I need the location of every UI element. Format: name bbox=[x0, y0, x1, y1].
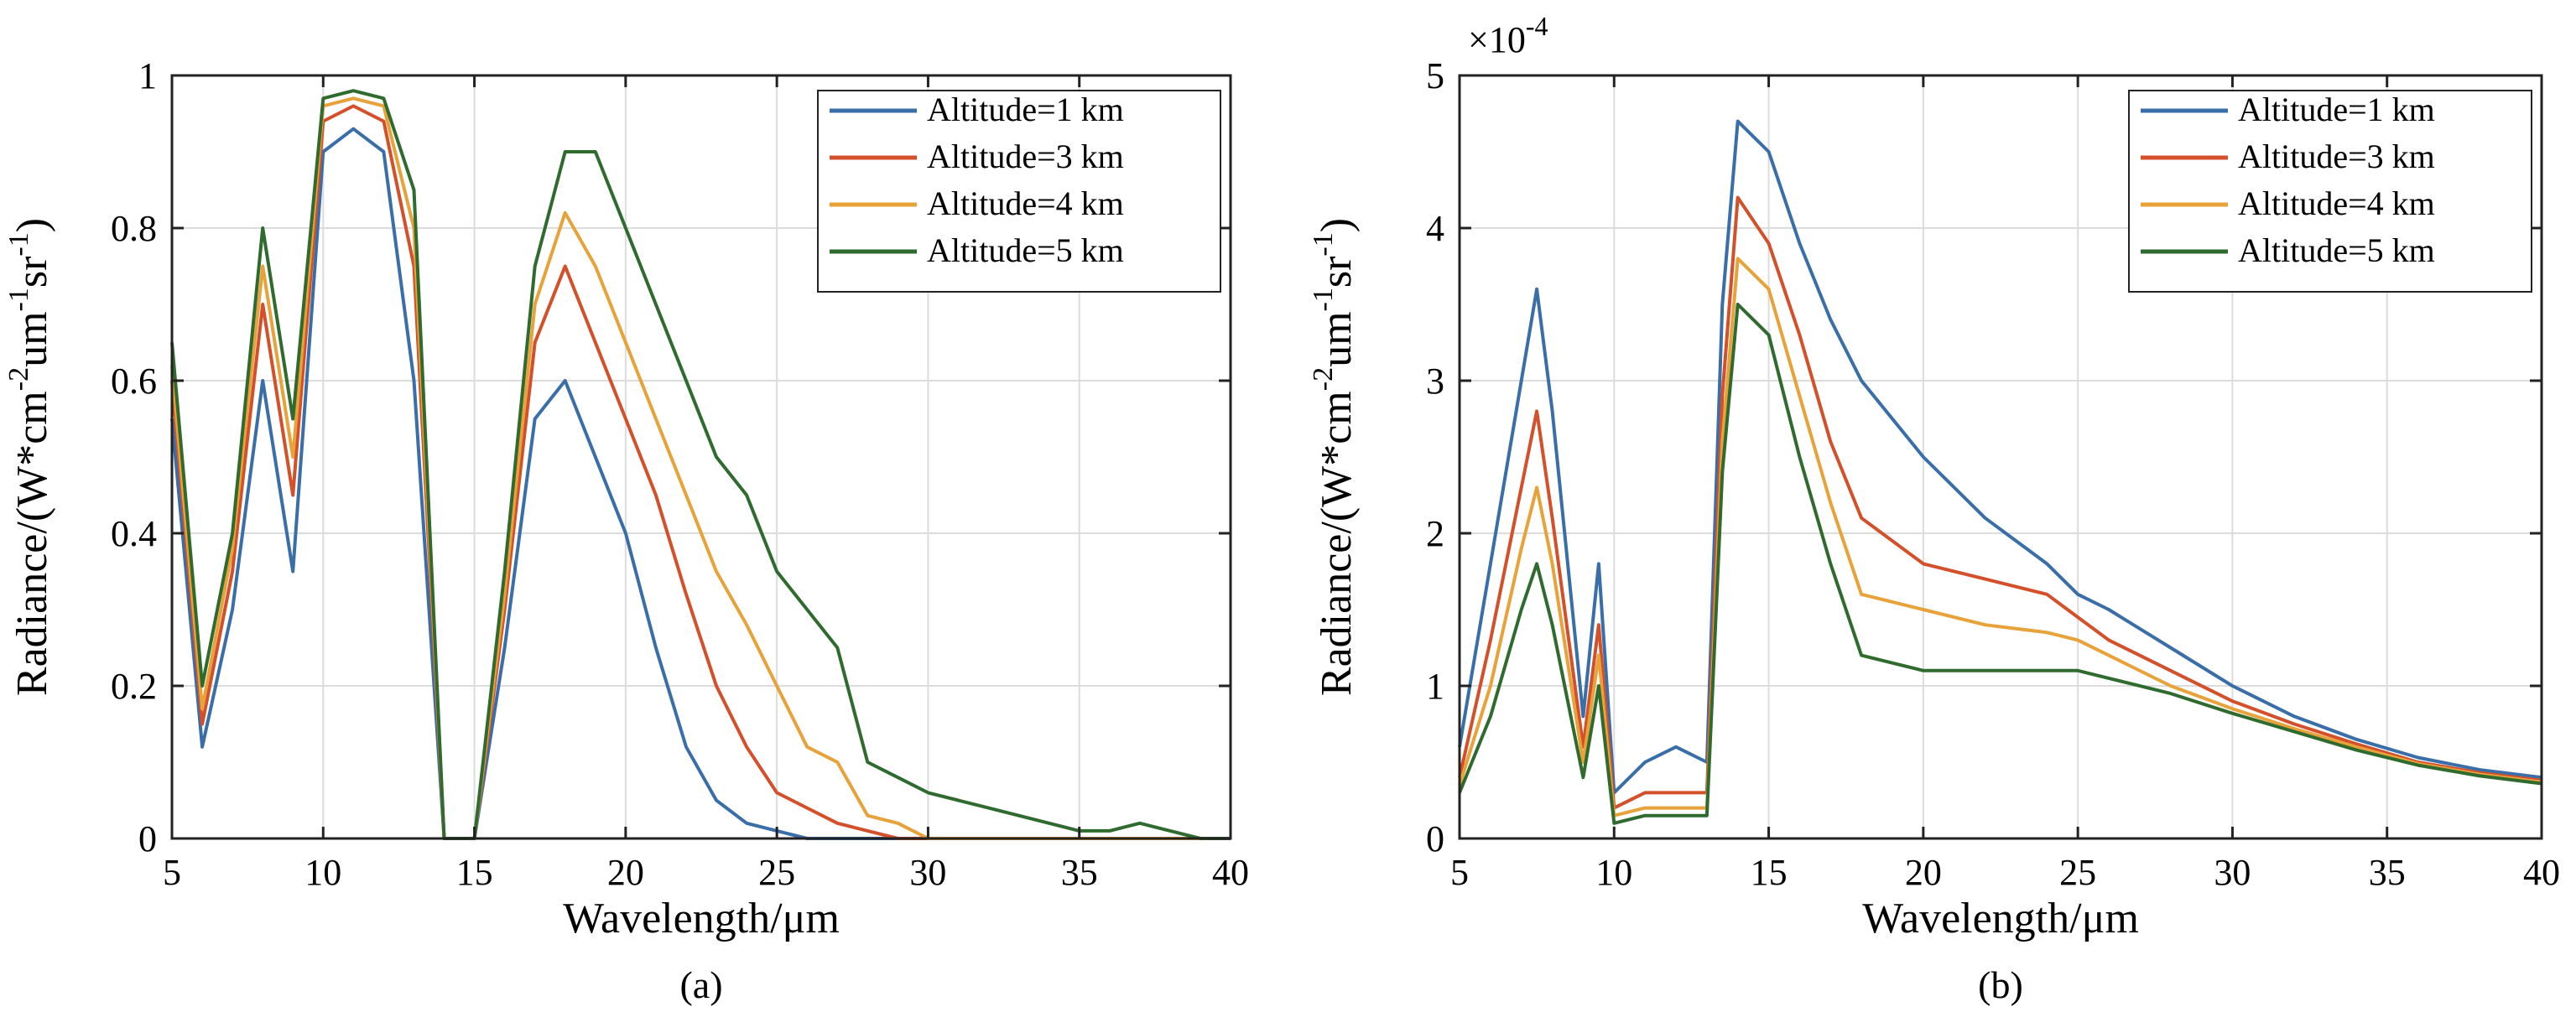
series-line-2 bbox=[1458, 195, 2542, 810]
y-axis-title: Radiance/(W*cm-2um-1sr-1) bbox=[3, 218, 56, 696]
legend-box bbox=[2128, 90, 2532, 293]
legend-box bbox=[817, 90, 1221, 293]
legend-entry-4: Altitude=5 km bbox=[927, 231, 1124, 269]
y-tick-label: 0.6 bbox=[111, 361, 157, 402]
y-tick-label: 0.2 bbox=[111, 666, 157, 707]
y-axis-title-part: um bbox=[1313, 311, 1361, 366]
x-axis-title: Wavelength/μm bbox=[563, 895, 840, 942]
x-tick-label: 30 bbox=[2214, 852, 2251, 893]
series-line-3 bbox=[1458, 257, 2542, 818]
legend-entry-1: Altitude=1 km bbox=[927, 91, 1124, 128]
y-tick-label: 1 bbox=[138, 55, 157, 96]
legend-entry-3: Altitude=4 km bbox=[2238, 184, 2435, 222]
legend: Altitude=1 km Altitude=3 km Altitude=4 km A… bbox=[817, 90, 1221, 293]
x-axis-title: Wavelength/μm bbox=[1862, 895, 2139, 942]
series-line-1 bbox=[1458, 119, 2542, 795]
y-axis-title-superscript: -1 bbox=[1308, 232, 1339, 256]
x-tick-label: 30 bbox=[909, 852, 946, 893]
axes-box bbox=[170, 74, 1232, 840]
y-tick-label: 0 bbox=[1426, 818, 1444, 859]
x-tick-label: 20 bbox=[607, 852, 644, 893]
y-tick-label: 0.8 bbox=[111, 208, 157, 249]
panel-b: 5 10 15 20 25 30 35 40 0 1 2 3 4 5 ×10-4 Wavelength/μm R… bbox=[1308, 11, 2560, 1006]
y-tick-label: 1 bbox=[1426, 666, 1444, 707]
y-tick-label: 5 bbox=[1426, 55, 1444, 96]
y-axis-title-superscript: -1 bbox=[3, 288, 34, 311]
y-axis-title-superscript: -2 bbox=[3, 367, 34, 391]
x-tick-label: 25 bbox=[758, 852, 795, 893]
x-tick-label: 10 bbox=[1595, 852, 1632, 893]
legend: Altitude=1 km Altitude=3 km Altitude=4 km A… bbox=[2128, 90, 2532, 293]
panel-a: 5 10 15 20 25 30 35 40 0 0.2 0.4 0.6 0.8 1 Wavelength/… bbox=[3, 55, 1249, 1006]
x-tick-label: 5 bbox=[1450, 852, 1469, 893]
y-axis-title-superscript: -1 bbox=[1308, 288, 1339, 311]
series-line-4 bbox=[170, 89, 1231, 840]
y-tick-label: 2 bbox=[1426, 513, 1444, 554]
y-axis-title: Radiance/(W*cm-2um-1sr-1) bbox=[1308, 218, 1361, 696]
x-tick-label: 20 bbox=[1905, 852, 1942, 893]
y-axis-title-part: Radiance/(W*cm bbox=[1313, 391, 1361, 696]
legend-entry-4: Altitude=5 km bbox=[2238, 231, 2435, 269]
legend-entry-2: Altitude=3 km bbox=[927, 138, 1124, 175]
x-tick-label: 40 bbox=[1212, 852, 1249, 893]
x-tick-label: 10 bbox=[304, 852, 341, 893]
legend-entry-2: Altitude=3 km bbox=[2238, 138, 2435, 175]
y-tick-label: 3 bbox=[1426, 361, 1444, 402]
y-axis-title-superscript: -1 bbox=[3, 232, 34, 256]
series-line-4 bbox=[1458, 303, 2542, 825]
y-tick-label: 4 bbox=[1426, 208, 1444, 249]
x-tick-label: 40 bbox=[2523, 852, 2560, 893]
x-tick-label: 5 bbox=[163, 852, 181, 893]
x-tick-label: 35 bbox=[2369, 852, 2406, 893]
y-axis-title-part: sr bbox=[1313, 257, 1361, 288]
x-tick-label: 25 bbox=[2059, 852, 2096, 893]
legend-entry-1: Altitude=1 km bbox=[2238, 91, 2435, 128]
panel-caption: (a) bbox=[679, 963, 722, 1006]
y-exponent-label: ×10-4 bbox=[1468, 11, 1548, 60]
y-axis-title-part: ) bbox=[8, 218, 56, 232]
x-tick-label: 15 bbox=[1751, 852, 1788, 893]
x-tick-label: 35 bbox=[1061, 852, 1098, 893]
panel-caption: (b) bbox=[1978, 963, 2023, 1006]
y-axis-title-part: ) bbox=[1313, 218, 1361, 232]
legend-entry-3: Altitude=4 km bbox=[927, 184, 1124, 222]
y-axis-title-part: Radiance/(W*cm bbox=[8, 391, 56, 696]
y-exponent-power: -4 bbox=[1526, 11, 1548, 41]
series-group bbox=[1458, 119, 2542, 825]
y-tick-label: 0 bbox=[138, 818, 157, 859]
y-axis-title-part: um bbox=[8, 311, 56, 366]
x-tick-label: 15 bbox=[456, 852, 493, 893]
y-axis-title-part: sr bbox=[8, 257, 56, 288]
axes-box bbox=[1458, 74, 2543, 840]
y-tick-label: 0.4 bbox=[111, 513, 157, 554]
y-axis-title-superscript: -2 bbox=[1308, 367, 1339, 391]
